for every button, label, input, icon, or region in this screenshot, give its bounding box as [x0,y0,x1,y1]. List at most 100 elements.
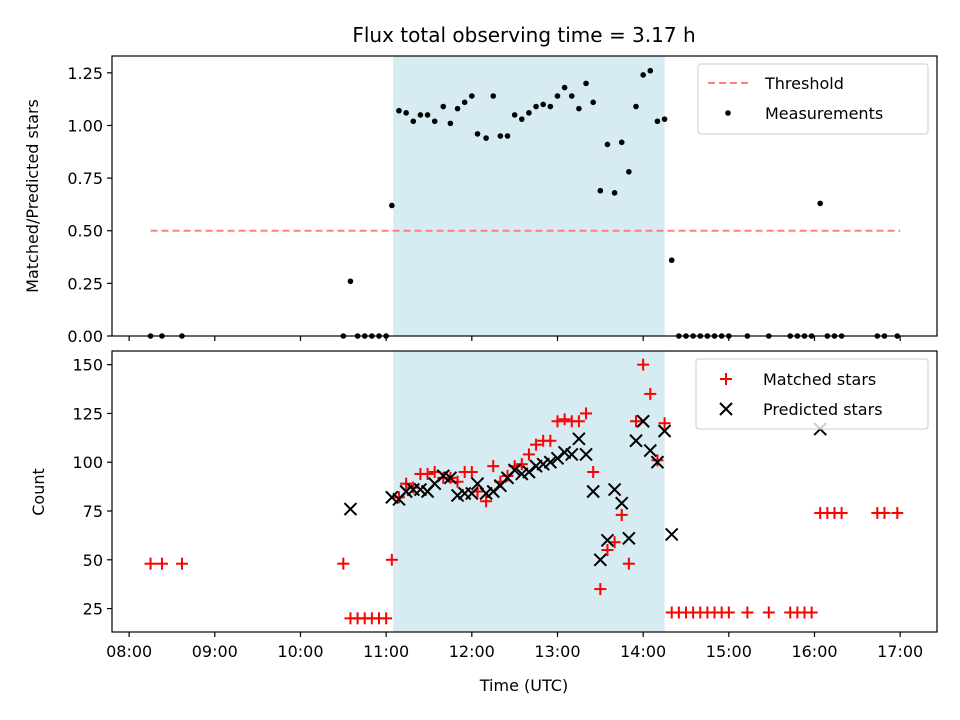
matched-stars-point [551,415,564,428]
predicted-stars-point [615,496,629,510]
measurements-point [626,168,632,175]
matched-stars-point [337,557,350,570]
x-tick-label: 14:00 [620,642,666,661]
matched-stars-point [465,465,478,478]
predicted-stars-point [543,455,558,469]
x-tick-label: 12:00 [449,642,495,661]
predicted-stars-point [665,527,679,542]
top-y-tick-label: 0.50 [67,222,103,241]
predicted-stars-point [600,533,615,547]
top-panel: 0.00 0.25 0.50 0.75 1.00 1.25 Matched/Predict… [23,55,938,346]
matched-stars-point [587,465,600,478]
top-y-tick-label: 1.00 [67,116,103,135]
matched-stars-point [175,557,188,570]
matched-stars-point [522,448,535,461]
measurements-point [417,112,424,118]
predicted-stars-point [465,486,479,501]
measurements-point [518,116,525,122]
matched-stars-point [558,413,571,426]
measurements-point [554,93,561,99]
predicted-stars-point [622,531,636,546]
measurements-point [424,112,431,118]
bottom-y-tick-label: 25 [83,600,103,619]
measurements-point [618,139,625,146]
x-tick-label: 17:00 [877,642,923,661]
predicted-legend-label: Predicted stars [763,400,883,419]
predicted-stars-point [572,432,586,446]
x-tick-label: 10:00 [277,642,323,661]
matched-stars-point [594,583,607,596]
measurements-point [597,187,604,194]
top-y-axis: 0.00 0.25 0.50 0.75 1.00 1.25 [67,64,112,346]
top-y-tick-label: 0.75 [67,169,103,188]
measurements-point [540,101,547,108]
matched-stars-point [380,612,393,625]
matched-stars-point [762,606,775,619]
measurements-point [533,103,539,110]
measurements-point [410,118,417,125]
x-tick-label: 11:00 [363,642,409,661]
top-y-tick-label: 0.00 [67,327,103,346]
matched-stars-point [615,508,628,521]
matched-stars-point [155,557,168,570]
bottom-y-tick-label: 125 [72,404,103,423]
predicted-stars-point [629,434,643,448]
matched-stars-point [835,506,848,519]
measurements-point [590,99,596,106]
matched-stars-point [658,417,671,430]
top-shaded-interval [393,56,665,336]
measurements-point [661,116,668,122]
predicted-stars-point [343,502,358,516]
measurements-point [347,278,354,285]
predicted-stars-point [586,484,600,499]
bottom-y-tick-label: 100 [72,453,103,472]
measurements-point [431,118,438,125]
bottom-panel: 25 50 75 100 125 150 08:00 09:00 10:00 11:00 12:0… [29,350,938,695]
top-plot-frame [111,55,938,337]
predicted-stars-point [636,414,650,428]
predicted-stars-point [643,443,657,458]
chart-title: Flux total observing time = 3.17 h [352,23,695,47]
matched-stars-point [644,387,657,400]
predicted-stars-point [507,463,522,477]
matched-stars-point [622,557,635,570]
measurements-point [454,105,461,112]
matched-stars-point [400,477,413,490]
matched-stars-point [741,606,754,619]
measurements-point [668,257,675,264]
matched-stars-point [544,434,557,447]
measurements-point [440,103,447,110]
x-tick-label: 16:00 [791,642,837,661]
top-legend: Threshold Measurements [697,63,929,135]
measurements-point [483,135,489,141]
matched-legend-swatch [720,373,732,385]
measurements-point [447,120,454,127]
predicted-stars-point [443,471,458,485]
matched-stars-point [480,495,493,508]
measurements-point [640,72,646,78]
x-axis-label: Time (UTC) [479,676,568,695]
predicted-stars-point [650,455,665,469]
measurements-point [604,141,611,148]
bottom-y-tick-label: 50 [83,551,103,570]
measurements-point [389,202,395,209]
measurements-point [461,99,468,106]
predicted-legend-swatch [719,402,733,416]
measurements-point [526,110,532,116]
matched-stars-point [651,454,664,467]
x-tick-label: 15:00 [706,642,752,661]
predicted-stars-point [565,447,579,462]
matched-stars-point [530,438,543,451]
matched-stars-point [637,358,650,371]
measurements-point [547,103,554,110]
measurements-point [654,118,661,125]
bottom-y-axis: 25 50 75 100 125 150 [72,356,112,619]
measurements-point [568,93,575,99]
bottom-plot-frame [111,350,938,633]
measurements-point [474,131,481,137]
measurements-point [611,190,618,196]
measurements-point [647,67,654,74]
bottom-legend-box [695,358,929,430]
measurements-point [576,105,582,112]
